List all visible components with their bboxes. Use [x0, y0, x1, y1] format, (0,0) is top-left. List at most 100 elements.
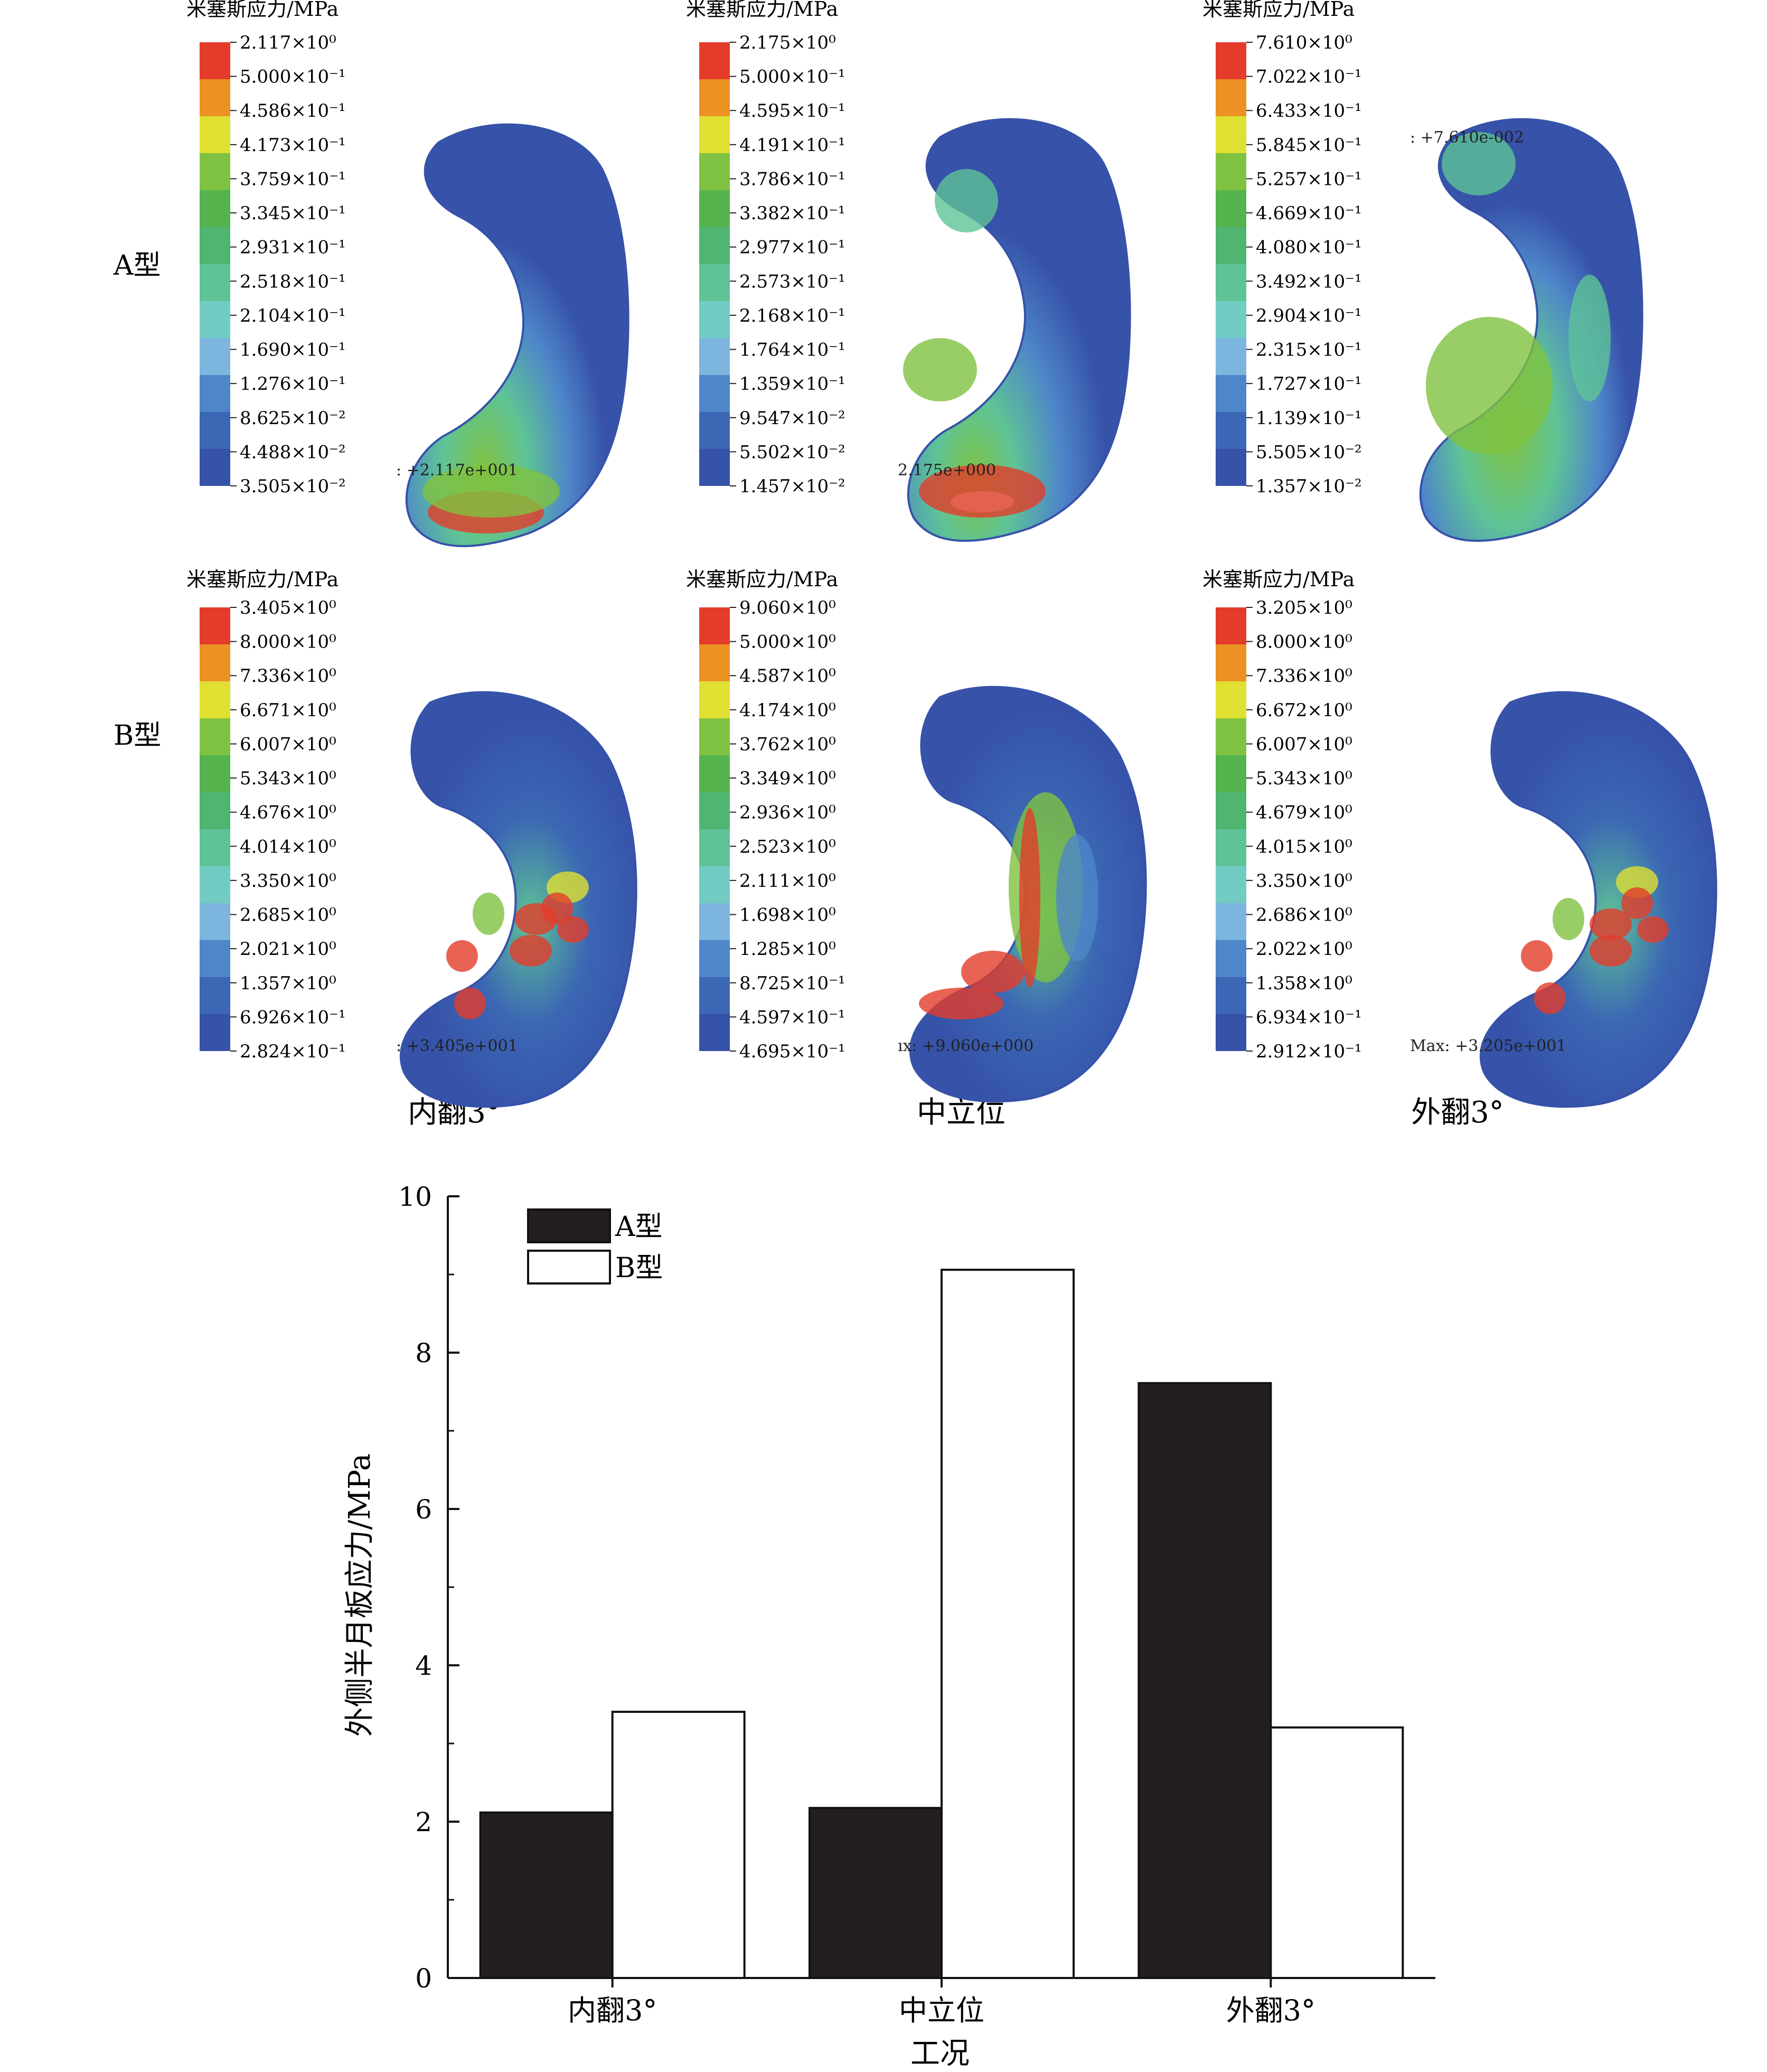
colorbar-tick-label: 4.014×10⁰ [240, 836, 336, 857]
stress-region [919, 988, 1003, 1019]
legend-unit-title: 米塞斯应力/MPa [186, 0, 339, 21]
colorbar-segment [200, 829, 230, 866]
stress-region [422, 465, 560, 518]
colorbar-segment [200, 792, 230, 829]
colorbar-segment [1216, 903, 1246, 940]
stress-region [1521, 940, 1553, 972]
meniscus-contour [405, 123, 629, 547]
colorbar-segment [1216, 940, 1246, 977]
stress-region [510, 935, 552, 967]
y-tick-label: 6 [415, 1494, 432, 1525]
colorbar-tick-label: 2.104×10⁻¹ [240, 305, 346, 326]
x-axis-title: 工况 [910, 2037, 970, 2071]
stress-region [961, 951, 1025, 993]
colorbar-tick-label: 2.904×10⁻¹ [1256, 305, 1362, 326]
legend-swatch [527, 1250, 611, 1285]
colorbar-tick-label: 5.845×10⁻¹ [1256, 135, 1362, 156]
colorbar-tick-label: 6.934×10⁻¹ [1256, 1007, 1362, 1028]
colorbar-tick-label: 1.698×10⁰ [739, 905, 836, 926]
colorbar-tick-label: 7.610×10⁰ [1256, 32, 1352, 53]
colorbar-tick-label: 2.936×10⁰ [739, 802, 836, 823]
contour-panel: 米塞斯应力/MPa 9.060×10⁰ 5.000×10⁰ 4.587×10⁰ 4.17… [686, 568, 1147, 1103]
colorbar-segment [1216, 644, 1246, 681]
colorbar-tick-label: 4.595×10⁻¹ [739, 100, 845, 121]
legend-unit-title: 米塞斯应力/MPa [686, 568, 838, 591]
colorbar-tick-label: 3.786×10⁻¹ [739, 168, 845, 190]
colorbar-segment [699, 227, 730, 264]
colorbar-tick-label: 4.679×10⁰ [1256, 802, 1352, 823]
colorbar-tick-label: 5.505×10⁻² [1256, 442, 1362, 463]
colorbar-segment [200, 903, 230, 940]
colorbar-tick-label: 2.523×10⁰ [739, 836, 836, 857]
colorbar-tick-label: 2.175×10⁰ [739, 32, 836, 53]
colorbar-segment [699, 338, 730, 375]
colorbar-segment [1216, 190, 1246, 227]
legend-swatch [527, 1208, 611, 1243]
colorbar-tick-label: 3.349×10⁰ [739, 768, 836, 789]
colorbar-segment [699, 449, 730, 486]
x-tick-label: 外翻3° [1226, 1994, 1315, 2027]
colorbar-segment [1216, 829, 1246, 866]
colorbar-segment [699, 412, 730, 449]
stress-region [1637, 916, 1669, 943]
colorbar-tick-label: 4.080×10⁻¹ [1256, 237, 1362, 258]
legend-unit-title: 米塞斯应力/MPa [1202, 0, 1355, 21]
colorbar-tick-label: 3.492×10⁻¹ [1256, 271, 1362, 292]
colorbar-segment [200, 940, 230, 977]
colorbar-tick-label: 8.000×10⁰ [240, 632, 336, 653]
colorbar-tick-label: 4.191×10⁻¹ [739, 135, 845, 156]
bar-b [1270, 1726, 1404, 1980]
colorbar-segment [699, 42, 730, 79]
colorbar-tick-label: 4.676×10⁰ [240, 802, 336, 823]
colorbar-segment [699, 153, 730, 190]
colorbar-segment [200, 1014, 230, 1051]
meniscus-shape [907, 118, 1131, 542]
colorbar-tick-label: 4.015×10⁰ [1256, 836, 1352, 857]
colorbar-tick-label: 3.350×10⁰ [1256, 870, 1352, 892]
colorbar-tick-label: 3.382×10⁻¹ [739, 203, 845, 224]
stress-region [473, 893, 504, 935]
colorbar-segment [200, 190, 230, 227]
colorbar-tick-label: 2.686×10⁰ [1256, 905, 1352, 926]
colorbar-tick-label: 2.685×10⁰ [240, 905, 336, 926]
column-label: 外翻3° [1411, 1095, 1504, 1130]
colorbar-segment [699, 1014, 730, 1051]
bar-chart: 0 2 4 6 8 10 内翻3° 中立位 外翻3° A型 B型 外侧半月板应力/MPa 工况 [343, 1182, 1435, 2071]
colorbar-segment [699, 264, 730, 301]
colorbar-segment [699, 375, 730, 412]
colorbar-tick-label: 1.285×10⁰ [739, 939, 836, 960]
colorbar-segment [1216, 412, 1246, 449]
colorbar-segment [200, 42, 230, 79]
y-axis-title: 外侧半月板应力/MPa [343, 1454, 377, 1737]
colorbar-segment [200, 79, 230, 116]
colorbar-tick-label: 4.173×10⁻¹ [240, 135, 346, 156]
stress-region [446, 940, 478, 972]
colorbar-tick-label: 2.931×10⁻¹ [240, 237, 346, 258]
colorbar-tick-label: 1.358×10⁰ [1256, 973, 1352, 994]
colorbar-segment [1216, 79, 1246, 116]
colorbar-tick-label: 3.345×10⁻¹ [240, 203, 346, 224]
stress-region [1553, 898, 1584, 940]
colorbar-segment [1216, 375, 1246, 412]
bar-b [611, 1711, 746, 1980]
colorbar-tick-label: 9.060×10⁰ [739, 597, 836, 618]
colorbar-segment [1216, 866, 1246, 903]
max-stress-marker: : +3.405e+001 [396, 1037, 518, 1055]
colorbar-tick-label: 1.457×10⁻² [739, 476, 845, 497]
colorbar-tick-label: 6.007×10⁰ [1256, 734, 1352, 755]
stress-region [454, 988, 486, 1019]
legend-unit-title: 米塞斯应力/MPa [186, 568, 339, 591]
colorbar-segment [1216, 681, 1246, 718]
colorbar-segment [1216, 227, 1246, 264]
colorbar-segment [200, 681, 230, 718]
colorbar-segment [699, 977, 730, 1014]
contour-panel: 米塞斯应力/MPa 2.175×10⁰ 5.000×10⁻¹ 4.595×10⁻¹ 4.… [686, 0, 1131, 542]
y-tick-label: 8 [415, 1338, 432, 1368]
colorbar-tick-label: 3.350×10⁰ [240, 870, 336, 892]
colorbar-tick-label: 5.502×10⁻² [739, 442, 845, 463]
row-label: A型 [113, 250, 161, 282]
colorbar-tick-label: 1.357×10⁻² [1256, 476, 1362, 497]
row-label: B型 [114, 720, 161, 752]
colorbar-tick-label: 1.690×10⁻¹ [240, 340, 346, 361]
colorbar-segment [699, 607, 730, 644]
